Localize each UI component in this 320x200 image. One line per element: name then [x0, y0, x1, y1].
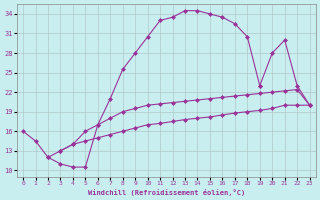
X-axis label: Windchill (Refroidissement éolien,°C): Windchill (Refroidissement éolien,°C) [88, 189, 245, 196]
